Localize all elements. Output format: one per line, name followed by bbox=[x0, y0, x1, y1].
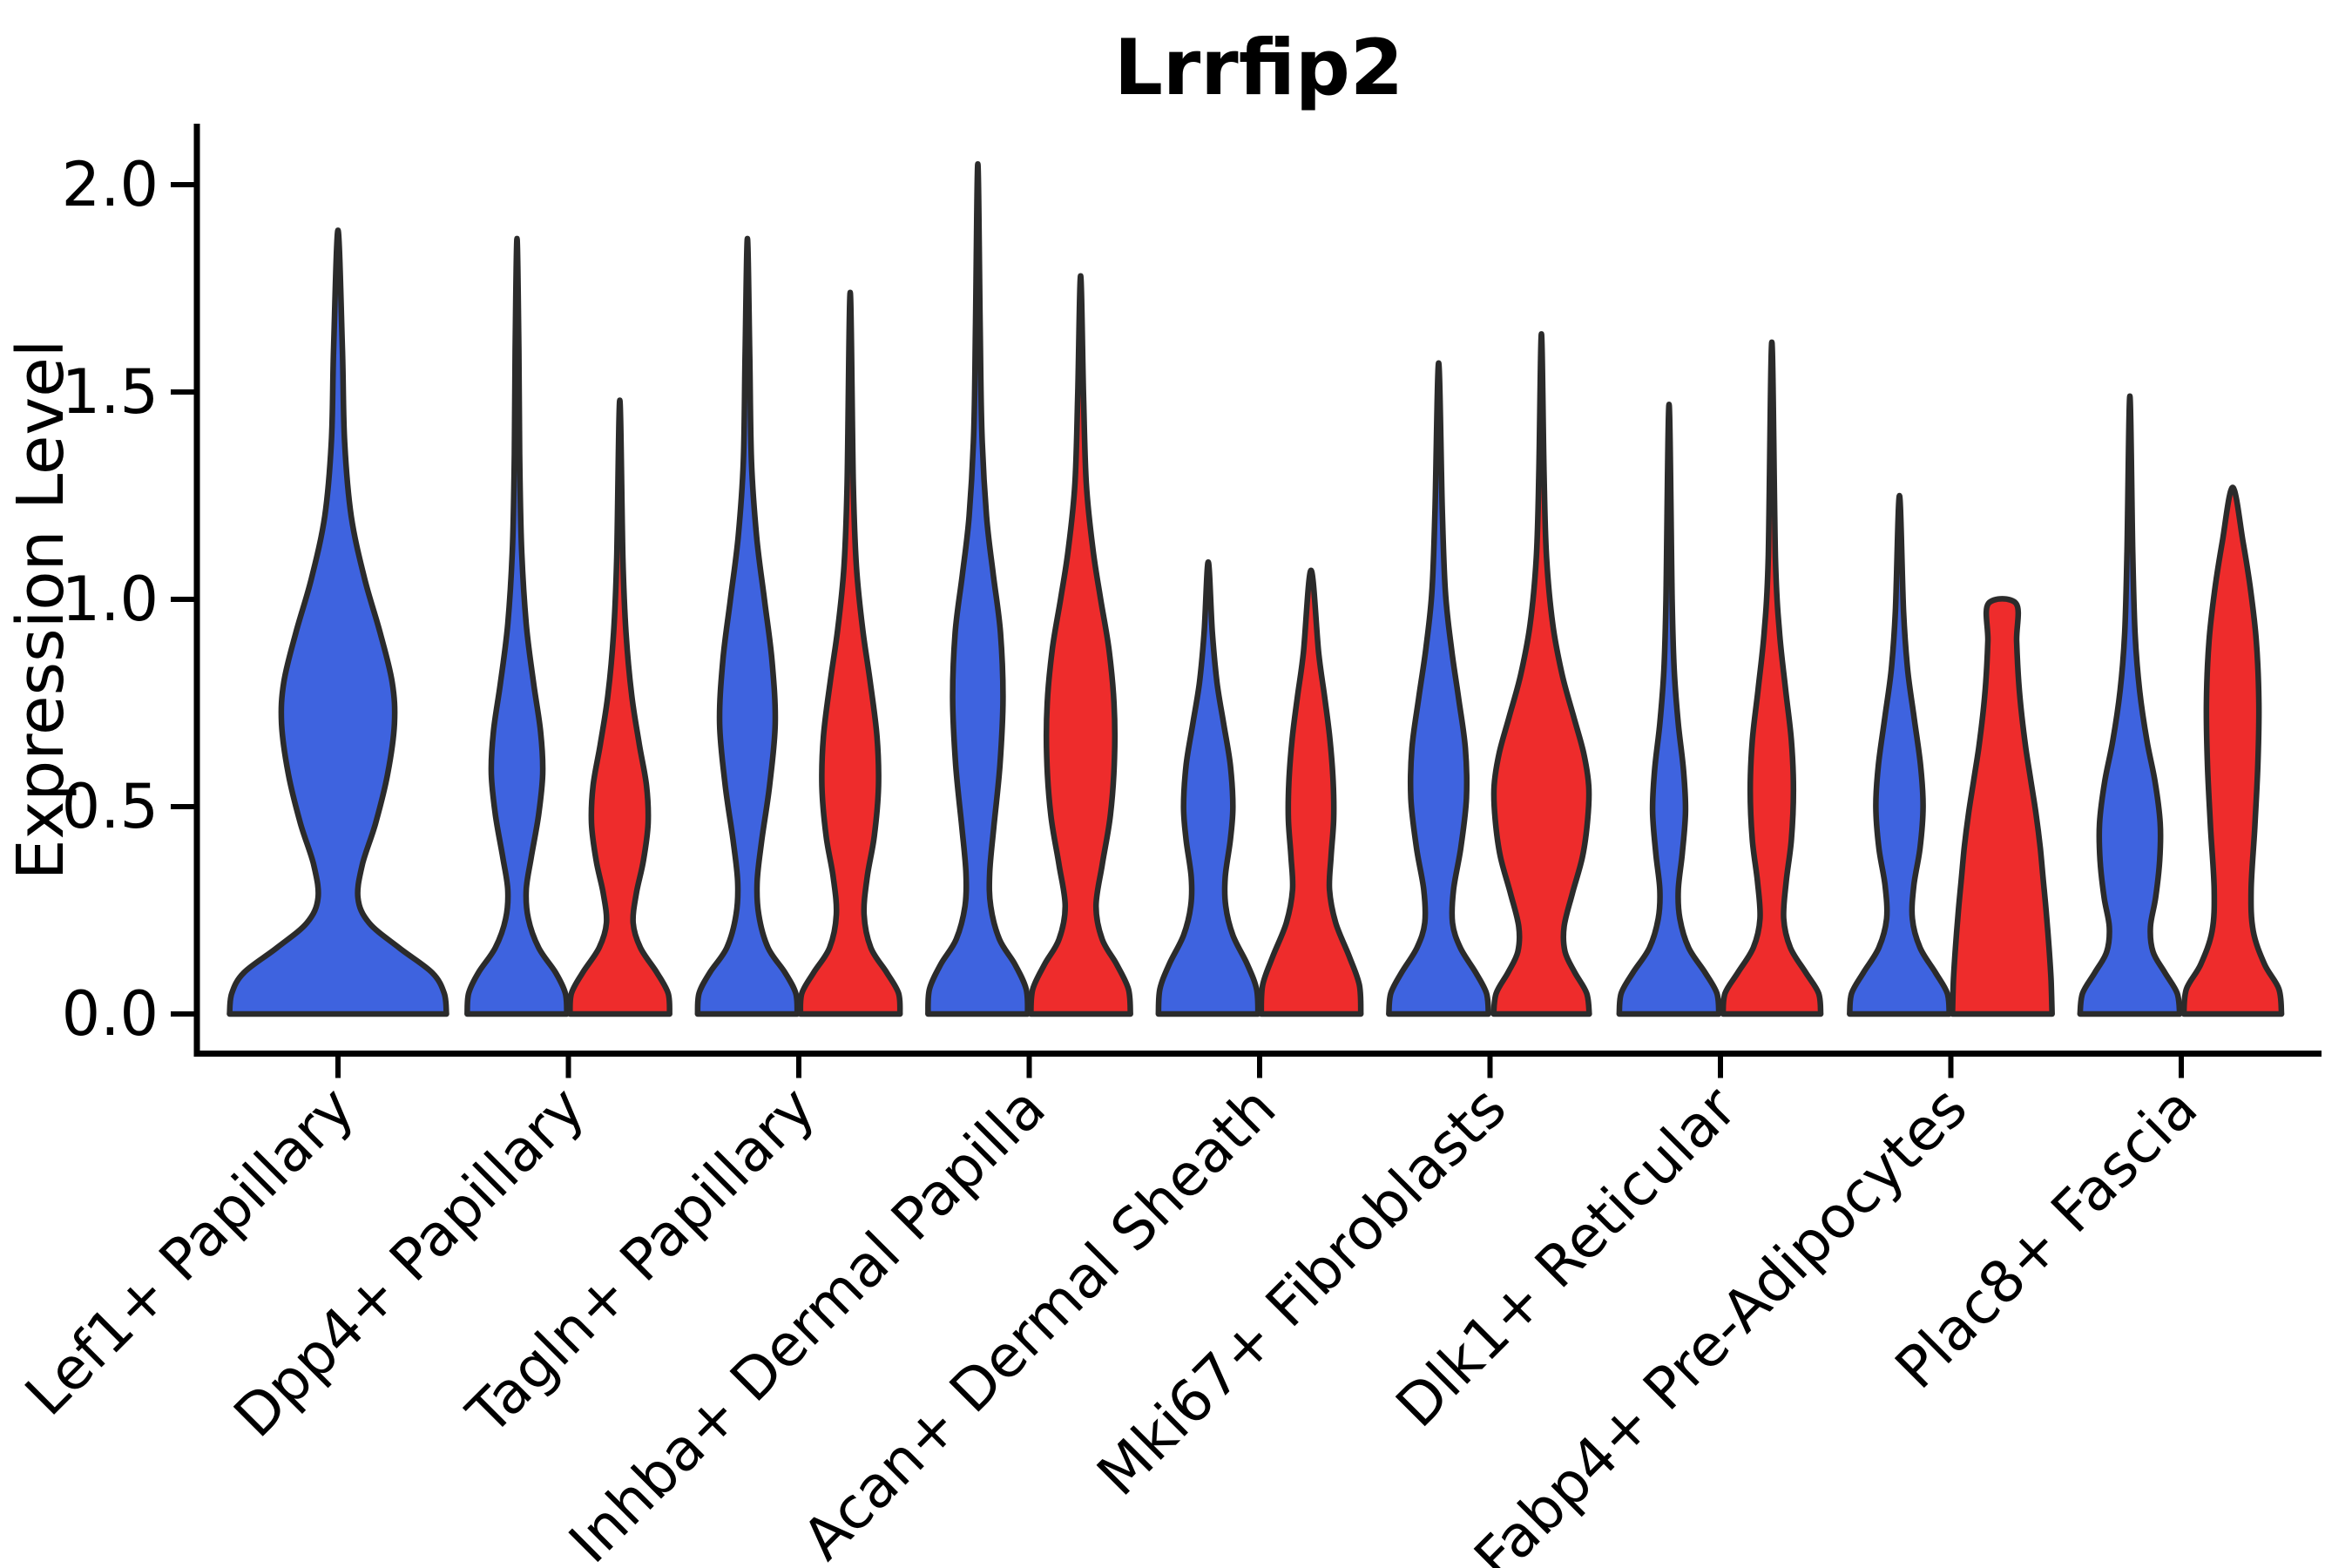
violin-lef1-papillary-blue bbox=[226, 227, 449, 1017]
violin-dlk1-reticular-red bbox=[1720, 339, 1824, 1017]
violin-dpp4-papillary-blue bbox=[464, 235, 570, 1017]
violin-fabp4-pre-adipocytes-red bbox=[1950, 596, 2055, 1017]
violin-acan-dermal-sheath-blue bbox=[1155, 558, 1261, 1017]
violin-fabp4-pre-adipocytes-blue bbox=[1847, 492, 1952, 1017]
violins-layer bbox=[226, 160, 2285, 1017]
y-tick-label-1.5: 1.5 bbox=[62, 356, 159, 428]
violin-acan-dermal-sheath-red bbox=[1258, 567, 1364, 1017]
y-ticks-group: 0.0 0.5 1.0 1.5 2.0 bbox=[62, 149, 197, 1050]
violin-inhba-dermal-papilla-blue bbox=[925, 160, 1031, 1017]
chart-title: Lrrfip2 bbox=[1114, 23, 1403, 112]
violin-tagln-papillary-blue bbox=[694, 235, 801, 1017]
violin-mki67-fibroblasts-blue bbox=[1386, 360, 1491, 1017]
violin-dpp4-papillary-red bbox=[567, 397, 672, 1017]
violin-plac8-fascia-blue bbox=[2077, 393, 2183, 1017]
violin-tagln-papillary-red bbox=[797, 289, 903, 1017]
y-tick-label-1.0: 1.0 bbox=[62, 564, 159, 635]
violin-dlk1-reticular-blue bbox=[1616, 402, 1722, 1017]
violin-plac8-fascia-red bbox=[2180, 484, 2285, 1017]
y-axis-label: Expression Level bbox=[3, 340, 78, 881]
violin-inhba-dermal-papilla-red bbox=[1028, 273, 1133, 1017]
violin-mki67-fibroblasts-red bbox=[1490, 331, 1592, 1017]
y-tick-label-0.5: 0.5 bbox=[62, 771, 159, 842]
y-tick-label-2.0: 2.0 bbox=[62, 149, 159, 220]
y-tick-label-0.0: 0.0 bbox=[62, 978, 159, 1050]
